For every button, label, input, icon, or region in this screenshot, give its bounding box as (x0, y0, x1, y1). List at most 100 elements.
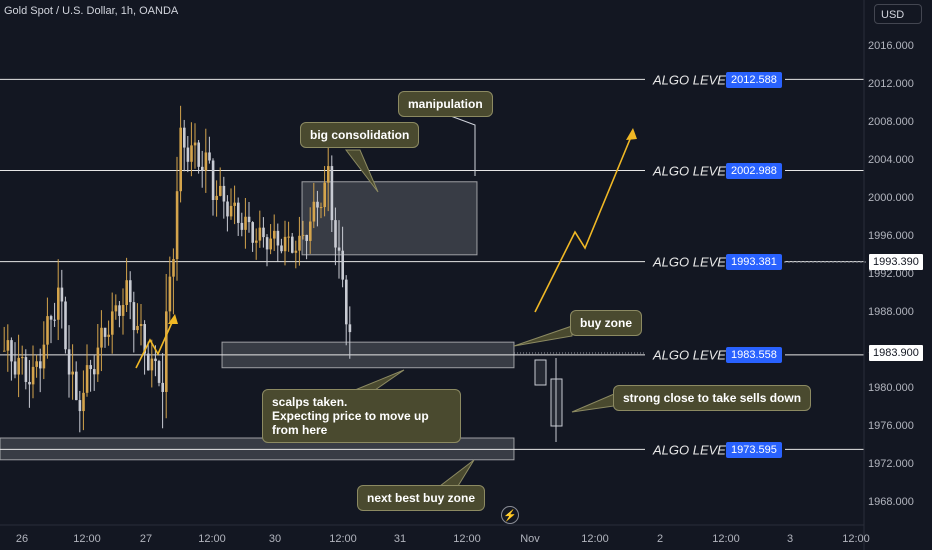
note-scalps-line1: scalps taken. (272, 395, 348, 409)
note-manipulation[interactable]: manipulation (398, 91, 493, 117)
time-tick-label: 3 (786, 533, 794, 545)
candle-body (262, 227, 265, 238)
crosshair-price-tag: 1993.390 (869, 254, 923, 270)
candle-body (294, 250, 298, 253)
algo-level-value: 1993.381 (726, 254, 782, 270)
candle-body (17, 357, 20, 375)
time-tick-label: 12:00 (73, 533, 101, 545)
candle-body (157, 361, 161, 383)
time-tick-label: 12:00 (842, 533, 870, 545)
small-arrow (135, 317, 175, 369)
candle-body (251, 222, 254, 243)
projection-arrows (135, 128, 637, 369)
candle-body (237, 202, 240, 223)
candle-body (89, 365, 92, 370)
time-tick-label: 2 (656, 533, 664, 545)
candle-body (28, 381, 31, 385)
time-tick-label: 31 (393, 533, 407, 545)
candle-body (3, 350, 6, 352)
chart-zones (0, 181, 515, 461)
candle-body (341, 250, 344, 280)
candle-body (345, 279, 348, 325)
algo-level-label: ALGO LEVEL (653, 254, 734, 270)
price-tick-label: 2004.000 (868, 153, 914, 166)
candle-body (82, 392, 85, 412)
candle-body (93, 369, 96, 375)
candle-body (103, 327, 107, 337)
candle-body (233, 202, 236, 206)
candle-body (255, 240, 258, 243)
candle-body (312, 201, 316, 222)
candle-body (273, 230, 276, 239)
candle-body (165, 311, 168, 392)
candle-body (247, 216, 251, 223)
candle-body (100, 327, 103, 348)
candle-body (193, 142, 197, 146)
candle-body (139, 324, 143, 326)
candle-body (204, 152, 208, 171)
candle-body (287, 236, 290, 238)
candle-body (75, 371, 78, 401)
candle-body (60, 287, 64, 302)
currency-selector[interactable]: USD (874, 4, 922, 24)
candle-body (309, 221, 312, 241)
price-tick-label: 2000.000 (868, 191, 914, 204)
candle-body (283, 236, 287, 252)
candle-body (57, 287, 60, 320)
candle-body (118, 305, 121, 316)
manipulation-pointer (447, 114, 476, 176)
candle-body (319, 207, 323, 209)
candle-body (125, 280, 128, 305)
candle-body (154, 358, 157, 362)
candle-body (280, 245, 283, 252)
note-scalps-taken[interactable]: scalps taken. Expecting price to move up… (262, 389, 461, 443)
candle-body (179, 127, 182, 192)
candle-body (337, 247, 341, 251)
note-buy-zone[interactable]: buy zone (570, 310, 643, 336)
candle-body (219, 185, 222, 196)
lightning-icon[interactable]: ⚡ (501, 506, 519, 524)
price-tick-label: 1980.000 (868, 381, 914, 394)
candle-body (327, 166, 330, 183)
candle-body (31, 366, 35, 385)
note-strong-close[interactable]: strong close to take sells down (613, 385, 812, 411)
time-tick-label: 12:00 (712, 533, 740, 545)
note-big-consolidation[interactable]: big consolidation (300, 122, 420, 148)
candle-body (186, 147, 190, 162)
time-tick-label: 12:00 (581, 533, 609, 545)
candle-body (211, 160, 215, 201)
candle-body (132, 302, 136, 331)
candle-body (348, 324, 352, 333)
algo-level-value: 2012.588 (726, 72, 782, 88)
price-tick-label: 2012.000 (868, 77, 914, 90)
candle-body (323, 182, 326, 208)
candle-body (24, 357, 28, 382)
price-tick-label: 2016.000 (868, 40, 914, 52)
note-next-best-buy-zone[interactable]: next best buy zone (357, 485, 486, 511)
algo-level-label: ALGO LEVEL (653, 347, 734, 363)
candle-body (114, 305, 118, 312)
candle-body (190, 145, 193, 162)
price-tick-label: 1992.000 (868, 267, 914, 280)
note-scalps-line2: Expecting price to move up from here (272, 409, 429, 437)
candle-body (276, 230, 280, 246)
price-tick-label: 1988.000 (868, 305, 914, 318)
candle-body (39, 361, 42, 369)
candle-body (172, 259, 175, 277)
candle-body (208, 152, 211, 161)
candle-body (35, 361, 38, 367)
candle-body (244, 216, 247, 230)
algo-level-value: 1973.595 (726, 442, 782, 458)
candle-body (305, 234, 308, 241)
time-tick-label: 30 (268, 533, 282, 545)
small-arrow-head (168, 314, 178, 324)
candle-body (121, 304, 125, 316)
candle-body (46, 316, 49, 345)
next-buy-zone-pointer (438, 459, 475, 487)
candle-body (150, 358, 154, 371)
price-tick-label: 1976.000 (868, 419, 914, 432)
candle-body (64, 301, 67, 350)
time-tick-label: 12:00 (329, 533, 357, 545)
candle-body (10, 340, 13, 362)
